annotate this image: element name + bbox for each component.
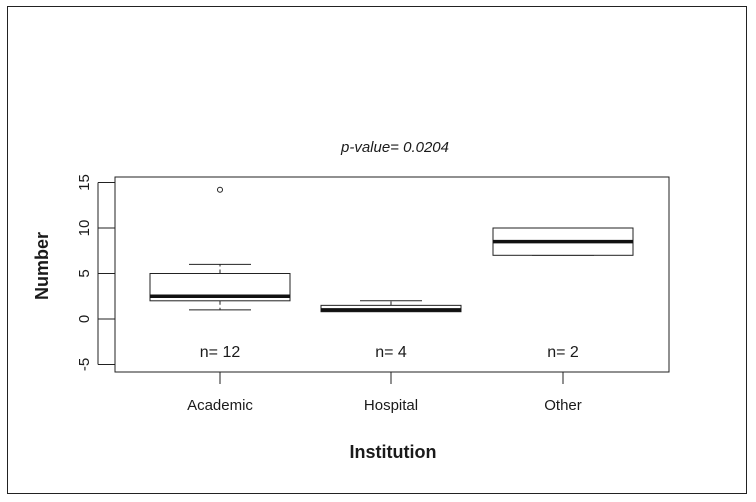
n-count-label: n= 2 [547,344,579,361]
box-hospital: n= 4 [320,300,462,361]
x-tick-label: Hospital [364,397,418,414]
chart-subtitle: p-value= 0.0204 [340,139,449,156]
x-tick-label: Other [544,397,582,414]
y-axis-title: Number [32,232,52,300]
x-axis: Academic Hospital Other [187,371,582,414]
box-series: n= 12 n= 4 n= 2 [149,186,634,361]
y-tick-label: 15 [76,174,93,191]
y-tick-label: 10 [76,220,93,237]
n-count-label: n= 4 [375,344,407,361]
y-tick-label: 0 [76,315,93,323]
y-axis: -5 0 5 10 15 [76,174,115,371]
x-axis-title: Institution [350,442,437,462]
x-tick-label: Academic [187,397,253,414]
box-other: n= 2 [492,227,634,361]
y-tick-label: 5 [76,269,93,277]
y-tick-label: -5 [76,358,93,371]
box-academic: n= 12 [149,186,291,361]
n-count-label: n= 12 [200,344,241,361]
outlier-point [217,186,223,193]
